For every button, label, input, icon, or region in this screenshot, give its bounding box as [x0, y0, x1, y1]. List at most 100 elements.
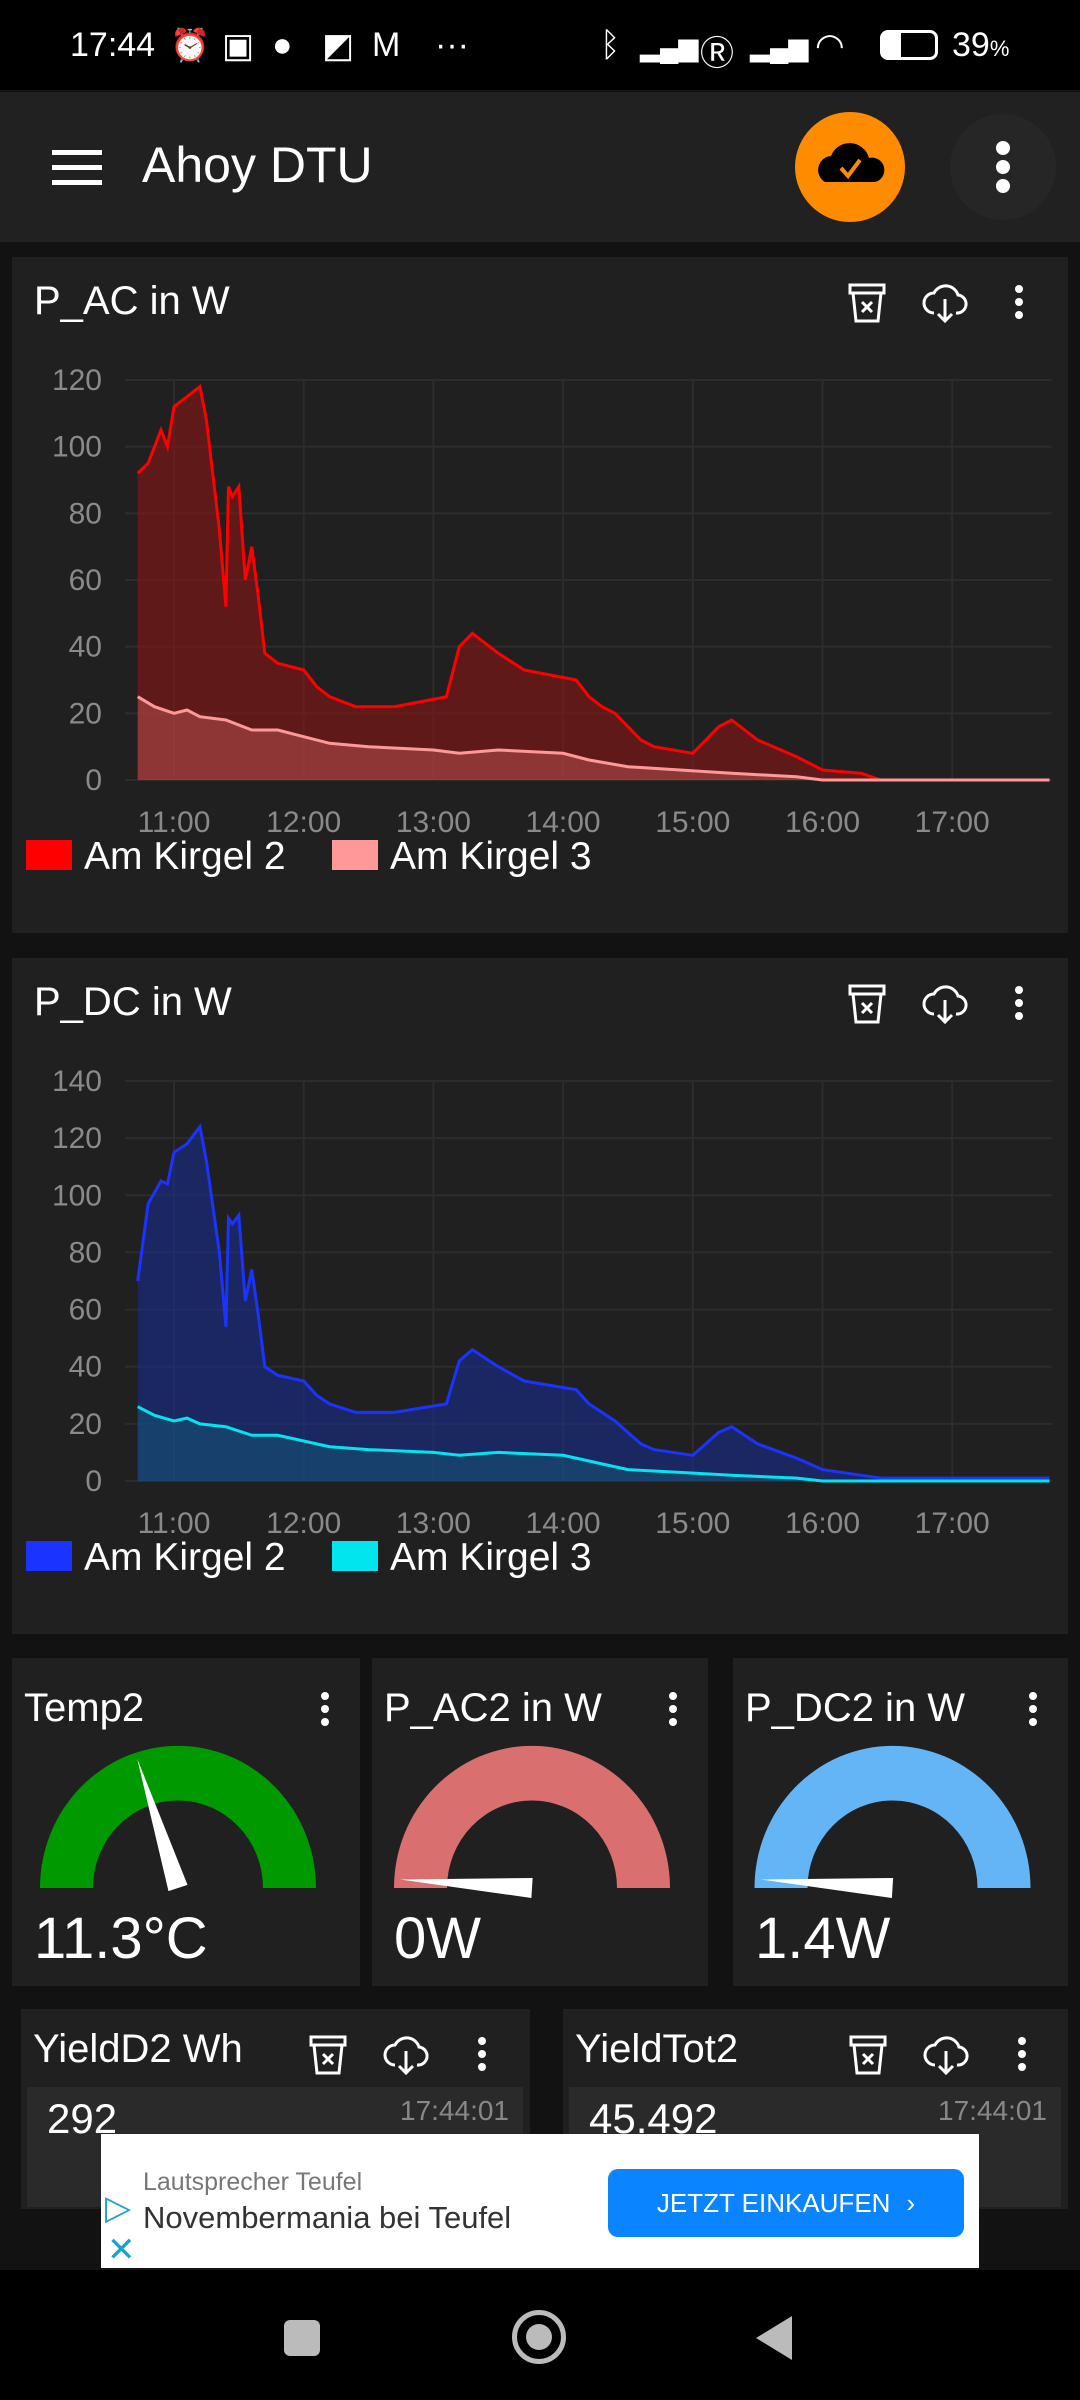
adchoices-icon[interactable]: ▷	[105, 2189, 132, 2227]
y-tick-label: 100	[52, 431, 102, 464]
delete-icon[interactable]	[303, 2029, 353, 2079]
chat-icon: ●	[272, 26, 293, 64]
cloud-download-icon[interactable]	[920, 978, 970, 1028]
delete-icon[interactable]	[842, 277, 892, 327]
ad-banner[interactable]: ▷ ✕ Lautsprecher Teufel Novembermania be…	[101, 2134, 979, 2269]
series-line-0	[136, 384, 1050, 782]
y-tick-label: 100	[52, 1179, 102, 1212]
close-ad-icon[interactable]: ✕	[107, 2231, 136, 2269]
more-vert-icon[interactable]	[457, 2029, 507, 2079]
gmail-icon: M	[372, 26, 401, 64]
legend-label: Am Kirgel 2	[84, 1536, 286, 1579]
gauge-title: Temp2	[24, 1686, 145, 1730]
gauge	[754, 1745, 1031, 1898]
y-tick-label: 80	[69, 1236, 102, 1269]
x-tick-label: 11:00	[138, 1507, 211, 1540]
cloud-download-icon[interactable]	[381, 2029, 431, 2079]
y-tick-label: 40	[69, 631, 102, 664]
legend-label: Am Kirgel 3	[390, 835, 592, 878]
more-vert-icon[interactable]	[1008, 1684, 1058, 1734]
cloud-check-icon	[818, 143, 885, 182]
ad-cta-button[interactable]: JETZT EINKAUFEN ›	[608, 2169, 964, 2237]
y-tick-label: 120	[52, 364, 102, 397]
legend-swatch	[332, 840, 378, 870]
app-bar: Ahoy DTU	[0, 92, 1080, 242]
cloud-download-icon[interactable]	[921, 2029, 971, 2079]
gauge-arc	[40, 1745, 316, 1888]
gauge-needle	[400, 1878, 533, 1898]
y-tick-label: 120	[52, 1122, 102, 1155]
navigation-bar	[0, 2270, 1080, 2400]
p-dc-chart: 0 20 40 60 80 100 120 140 11:00 12:00 13:00 14:00 15…	[26, 1065, 1052, 1579]
battery-icon	[880, 30, 938, 60]
ad-headline: Novembermania bei Teufel	[143, 2200, 512, 2235]
more-vert-icon[interactable]	[997, 2029, 1047, 2079]
x-tick-label: 16:00	[785, 1507, 860, 1540]
series-area-0	[137, 1126, 1050, 1481]
series-area-1	[137, 1406, 1050, 1481]
x-tick-label: 17:00	[915, 1507, 990, 1540]
more-vert-icon[interactable]	[648, 1684, 698, 1734]
legend-swatch	[26, 1541, 72, 1571]
gauge-arc	[394, 1745, 670, 1888]
delete-icon[interactable]	[843, 2029, 893, 2079]
legend-label: Am Kirgel 2	[84, 835, 286, 878]
card-title: YieldTot2	[575, 2027, 739, 2071]
delete-icon[interactable]	[842, 978, 892, 1028]
recents-button[interactable]	[284, 2320, 320, 2356]
chart-title: P_AC in W	[34, 279, 230, 323]
gauge-value: 11.3°C	[34, 1906, 208, 1971]
wifi-icon: ◠	[815, 27, 845, 65]
gauge-title: P_DC2 in W	[745, 1686, 966, 1730]
y-tick-label: 140	[52, 1065, 102, 1098]
y-tick-label: 20	[69, 697, 102, 730]
more-vert-icon[interactable]	[994, 978, 1044, 1028]
x-tick-label: 14:00	[526, 806, 601, 839]
status-bar: 17:44 ⏰ ▣ ● ◩ M ··· ᛒ ▂▄▆ Ⓡ ▂▄▆ ◠ 39%	[0, 0, 1080, 90]
gauge-value: 0W	[394, 1906, 481, 1971]
more-vert-icon[interactable]	[300, 1684, 350, 1734]
more-vert-icon[interactable]	[994, 277, 1044, 327]
gauge-needle	[760, 1878, 894, 1898]
overflow-menu-button[interactable]	[950, 114, 1056, 220]
p-ac-chart-card: P_AC in W 0 20 40 60 80 100 120 11:00 12:00 13:00…	[12, 257, 1068, 933]
cloud-download-icon[interactable]	[920, 277, 970, 327]
signal-icon-2: ▂▄▆	[750, 32, 809, 62]
home-button[interactable]	[512, 2310, 566, 2364]
series-area-1	[137, 696, 1050, 780]
roaming-icon: Ⓡ	[700, 35, 734, 73]
battery-level: 39%	[952, 26, 1010, 64]
signal-icon: ▂▄▆	[640, 32, 699, 62]
menu-icon[interactable]	[52, 150, 102, 186]
y-tick-label: 80	[69, 497, 102, 530]
x-tick-label: 15:00	[655, 1507, 730, 1540]
card-title: YieldD2 Wh	[33, 2027, 243, 2071]
cloud-sync-button[interactable]	[795, 112, 905, 222]
back-button[interactable]	[752, 2314, 796, 2362]
legend-swatch	[26, 840, 72, 870]
more-notifications-icon: ···	[435, 26, 469, 64]
x-tick-label: 11:00	[138, 806, 211, 839]
cta-label: JETZT EINKAUFEN	[656, 2187, 891, 2218]
x-tick-label: 14:00	[526, 1507, 601, 1540]
series-line-1	[136, 695, 1050, 782]
nfc-icon: ▣	[222, 27, 255, 65]
p-ac-chart: 0 20 40 60 80 100 120 11:00 12:00 13:00 14:00 15:00…	[26, 364, 1052, 878]
download-app-icon: ◩	[322, 27, 355, 65]
series-line-0	[136, 1123, 1050, 1480]
x-tick-label: 16:00	[785, 806, 860, 839]
x-tick-label: 12:00	[266, 1507, 341, 1540]
y-tick-label: 0	[85, 1465, 102, 1498]
x-tick-label: 13:00	[396, 806, 471, 839]
gauge-needle	[137, 1758, 188, 1892]
x-tick-label: 13:00	[396, 1507, 471, 1540]
chart-title: P_DC in W	[34, 980, 232, 1024]
gauge-title: P_AC2 in W	[384, 1686, 602, 1730]
gauge-card: Temp2 11.3°C	[12, 1658, 360, 1986]
gauge-card: P_AC2 in W 0W	[372, 1658, 708, 1986]
gauge	[394, 1745, 670, 1898]
gauge-card: P_DC2 in W 1.4W	[733, 1658, 1068, 1986]
x-tick-label: 15:00	[655, 806, 730, 839]
more-vert-icon	[996, 141, 1010, 193]
bluetooth-icon: ᛒ	[600, 26, 621, 64]
